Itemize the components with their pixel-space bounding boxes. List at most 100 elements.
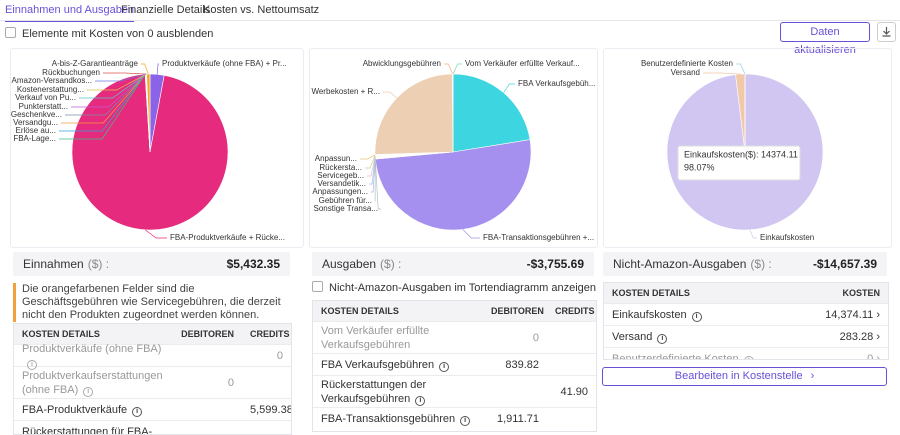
leader-line xyxy=(383,92,397,98)
leader-line xyxy=(703,73,740,74)
leader-line xyxy=(360,155,375,159)
info-icon: i xyxy=(744,356,754,361)
slice-label: Anpassun... xyxy=(315,154,357,163)
info-icon: i xyxy=(439,362,449,372)
table-cell: 5,599.38 xyxy=(242,403,291,417)
table-cell: Vom Verkäufer erfüllte Verkaufsgebühren xyxy=(313,324,483,352)
chevron: › xyxy=(873,309,880,321)
table-cell: Produktverkäufe (ohne FBA)i xyxy=(14,342,170,370)
summary-label: Nicht-Amazon-Ausgaben xyxy=(613,257,746,271)
info-icon: i xyxy=(415,396,425,406)
cell-text: 0 xyxy=(533,332,539,344)
slice-label: A-bis-Z-Garantieanträge xyxy=(52,59,139,68)
leader-line xyxy=(463,229,480,238)
cell-text: Benutzerdefinierte Kosten xyxy=(612,353,739,361)
column-header: KOSTEN DETAILS xyxy=(14,327,170,341)
slice-label: Erlöse au... xyxy=(16,126,56,135)
info-icon: i xyxy=(692,312,702,322)
button-label: Bearbeiten in Kostenstelle xyxy=(675,370,803,382)
slice-label: Vom Verkäufer erfüllte Verkauf... xyxy=(465,59,580,68)
cell-text: Rückerstattungen der Verkaufsgebühren xyxy=(321,379,426,405)
page: Einnahmen und Ausgaben Finanzielle Detai… xyxy=(0,0,900,419)
slice-label: Amazon-Versandkos... xyxy=(12,76,92,85)
slice-label: Abwicklungsgebühren xyxy=(363,59,441,68)
table-cell: FBA Verkaufsgebühren i xyxy=(313,358,483,372)
table-cell: Benutzerdefinierte Kosten i xyxy=(604,352,804,361)
slice-label: Rückersta... xyxy=(319,163,362,172)
slice-label: Einkaufskosten xyxy=(760,233,814,242)
table-cell: 0 xyxy=(170,376,242,390)
column-header: DEBITOREN xyxy=(483,304,547,318)
slice-label: Sonstige Transa... xyxy=(314,204,378,213)
cell-text: 283.28 xyxy=(840,331,874,343)
info-icon: i xyxy=(460,416,470,426)
pie-slice xyxy=(375,74,453,155)
table-row[interactable]: Benutzerdefinierte Kosten i 0 › xyxy=(604,347,888,360)
info-icon: i xyxy=(83,387,93,397)
table-cell: 0 xyxy=(242,349,291,363)
slice-label: Werbekosten + R... xyxy=(311,87,380,96)
slice-label: Kostenerstattung... xyxy=(17,85,84,94)
table-cell: Produktverkaufserstattungen (ohne FBA)i xyxy=(14,369,170,397)
table-cell: Rückerstattungen für FBA- xyxy=(14,425,170,435)
slice-label: Versandgu... xyxy=(13,118,58,127)
summary-unit: ($) : xyxy=(750,257,771,271)
leader-line xyxy=(504,84,515,93)
summary-unit: ($) : xyxy=(88,257,109,271)
slice-label: FBA-Produktverkäufe + Rücke... xyxy=(170,233,285,242)
edit-button[interactable]: Bearbeiten in Kostenstelle› xyxy=(602,367,887,386)
column-header: DEBITOREN xyxy=(170,327,242,341)
summary: Ausgaben($) :-$3,755.69 xyxy=(312,252,594,276)
tooltip-text: 98.07% xyxy=(684,162,715,172)
cell-text: 14,374.11 xyxy=(825,309,873,321)
column-header: KOSTEN xyxy=(804,286,888,300)
leader-line xyxy=(141,64,148,74)
slice-label: Servicegeb... xyxy=(317,171,364,180)
table-row: Rückerstattungen für FBA- xyxy=(14,420,291,435)
cell-text: 41.90 xyxy=(560,386,588,398)
table-cell: 0 › xyxy=(804,352,888,361)
leader-line xyxy=(750,230,757,238)
slice-label: FBA-Lage... xyxy=(13,134,56,143)
column-header: KOSTEN DETAILS xyxy=(313,304,483,318)
table-row: Vom Verkäufer erfüllte Verkaufsgebühren 0 xyxy=(313,321,596,353)
leader-line xyxy=(157,64,159,74)
cell-text: Vom Verkäufer erfüllte Verkaufsgebühren xyxy=(321,325,429,351)
summary-value: -$14,657.39 xyxy=(813,257,877,271)
checkbox-label: Nicht-Amazon-Ausgaben im Tortendiagramm … xyxy=(329,282,596,294)
leader-line xyxy=(444,64,453,74)
leader-line xyxy=(736,64,745,74)
slice-label: Produktverkäufe (ohne FBA) + Pr... xyxy=(162,59,287,68)
slice-label: Gebühren für... xyxy=(319,196,372,205)
table-cell: 0 xyxy=(483,331,547,345)
non-amazon-checkbox[interactable]: Nicht-Amazon-Ausgaben im Tortendiagramm … xyxy=(312,281,596,294)
cell-text: 5,599.38 xyxy=(250,404,292,416)
table-cell: 283.28 › xyxy=(804,330,888,344)
leader-line xyxy=(103,73,147,74)
cell-text: 0 xyxy=(228,377,234,389)
info-icon: i xyxy=(657,334,667,344)
table-cell: 14,374.11 › xyxy=(804,308,888,322)
table-cell: 41.90 xyxy=(547,385,596,399)
summary-value: $5,432.35 xyxy=(227,257,280,271)
slice-label: FBA Verkaufsgebüh... xyxy=(518,79,595,88)
pie-charts: Produktverkäufe (ohne FBA) + Pr... FBA-Pr… xyxy=(0,0,900,250)
slice-label: Verkauf von Pu... xyxy=(15,93,76,102)
cell-text: FBA Verkaufsgebühren xyxy=(321,359,434,371)
leader-line xyxy=(145,230,167,238)
summary-unit: ($) : xyxy=(380,257,401,271)
slice-label: FBA-Transaktionsgebühren +... xyxy=(483,233,594,242)
info-icon: i xyxy=(132,407,142,417)
summary: Einnahmen($) :$5,432.35 xyxy=(13,252,290,276)
summary-value: -$3,755.69 xyxy=(527,257,584,271)
